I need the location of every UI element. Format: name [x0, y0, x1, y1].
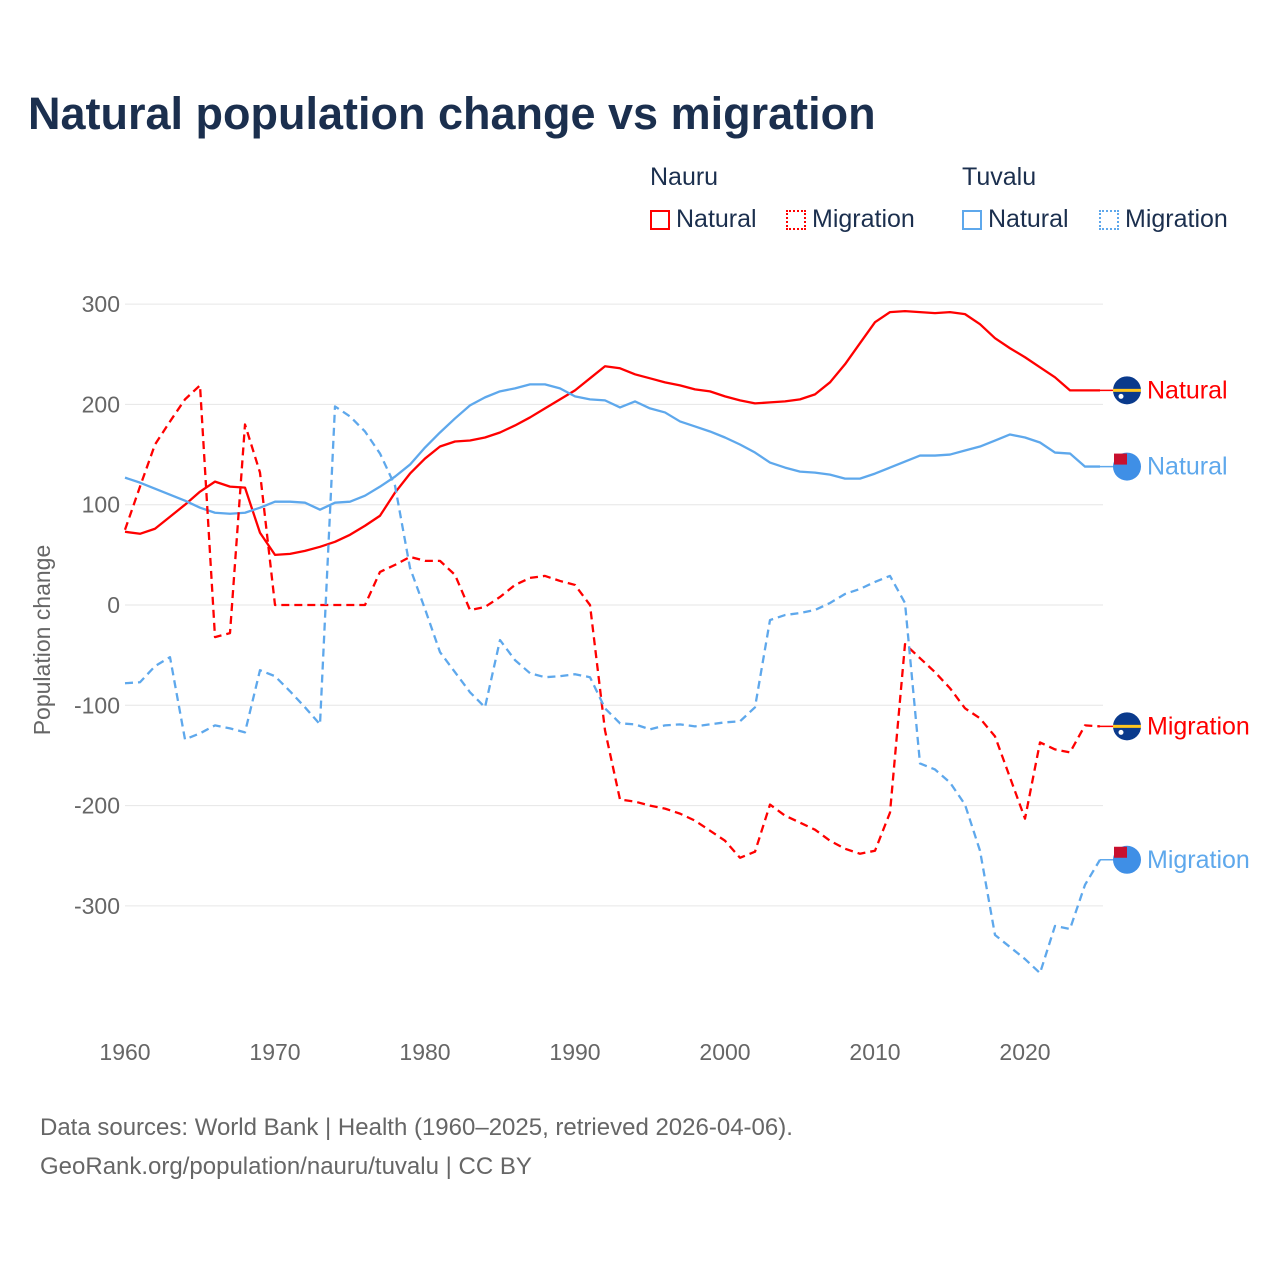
x-tick-label: 2010: [849, 1039, 900, 1065]
legend-label: Migration: [812, 205, 915, 233]
legend-tuvalu-migration[interactable]: Migration: [1099, 205, 1228, 234]
flag-union-jack: [1114, 453, 1127, 465]
y-tick-label: 300: [82, 291, 120, 317]
legend-nauru-migration[interactable]: Migration: [786, 205, 915, 234]
chart-title: Natural population change vs migration: [28, 88, 876, 139]
flag-union-jack: [1114, 846, 1127, 858]
x-tick-label: 2020: [999, 1039, 1050, 1065]
series-end-label: Natural: [1147, 376, 1228, 404]
legend-swatch: [650, 209, 670, 230]
y-tick-label: 100: [82, 492, 120, 518]
legend-nauru-natural[interactable]: Natural: [650, 205, 757, 234]
series-line-nauru-migration: [123, 384, 1101, 859]
source-line: Data sources: World Bank | Health (1960–…: [40, 1114, 793, 1141]
flag-stripe: [1113, 724, 1141, 728]
legend-label: Natural: [988, 205, 1069, 233]
legend-group-nauru: Nauru: [650, 163, 719, 191]
legend-label: Migration: [1125, 205, 1228, 233]
y-tick-label: -200: [74, 793, 120, 819]
series-end-label: Natural: [1147, 453, 1228, 481]
legend-swatch: [786, 209, 806, 230]
legend-label: Natural: [676, 205, 757, 233]
series-end-label: Migration: [1147, 846, 1250, 874]
series-end-label: Migration: [1147, 712, 1250, 740]
legend-swatch: [1099, 209, 1119, 230]
legend-tuvalu-natural[interactable]: Natural: [962, 205, 1069, 234]
source-link[interactable]: GeoRank.org/population/nauru/tuvalu | CC…: [40, 1153, 532, 1180]
y-tick-label: -100: [74, 692, 120, 718]
series-line-tuvalu-migration: [124, 405, 1101, 975]
y-tick-label: 200: [82, 391, 120, 417]
y-axis-label: Population change: [29, 545, 55, 736]
source-note: Data sources: World Bank | Health (1960–…: [40, 1108, 793, 1186]
x-tick-label: 1980: [399, 1039, 450, 1065]
flag-stripe: [1113, 388, 1141, 392]
y-tick-label: -300: [74, 893, 120, 919]
legend-swatch: [962, 209, 982, 230]
legend-group-tuvalu: Tuvalu: [962, 163, 1037, 191]
flag-star: [1118, 393, 1124, 399]
x-tick-label: 1990: [549, 1039, 600, 1065]
x-tick-label: 2000: [699, 1039, 750, 1065]
series-line-tuvalu-natural: [124, 383, 1100, 515]
x-tick-label: 1960: [99, 1039, 150, 1065]
series-line-nauru-natural: [124, 309, 1100, 556]
x-tick-label: 1970: [249, 1039, 300, 1065]
flag-star: [1118, 729, 1124, 735]
y-tick-label: 0: [107, 592, 120, 618]
